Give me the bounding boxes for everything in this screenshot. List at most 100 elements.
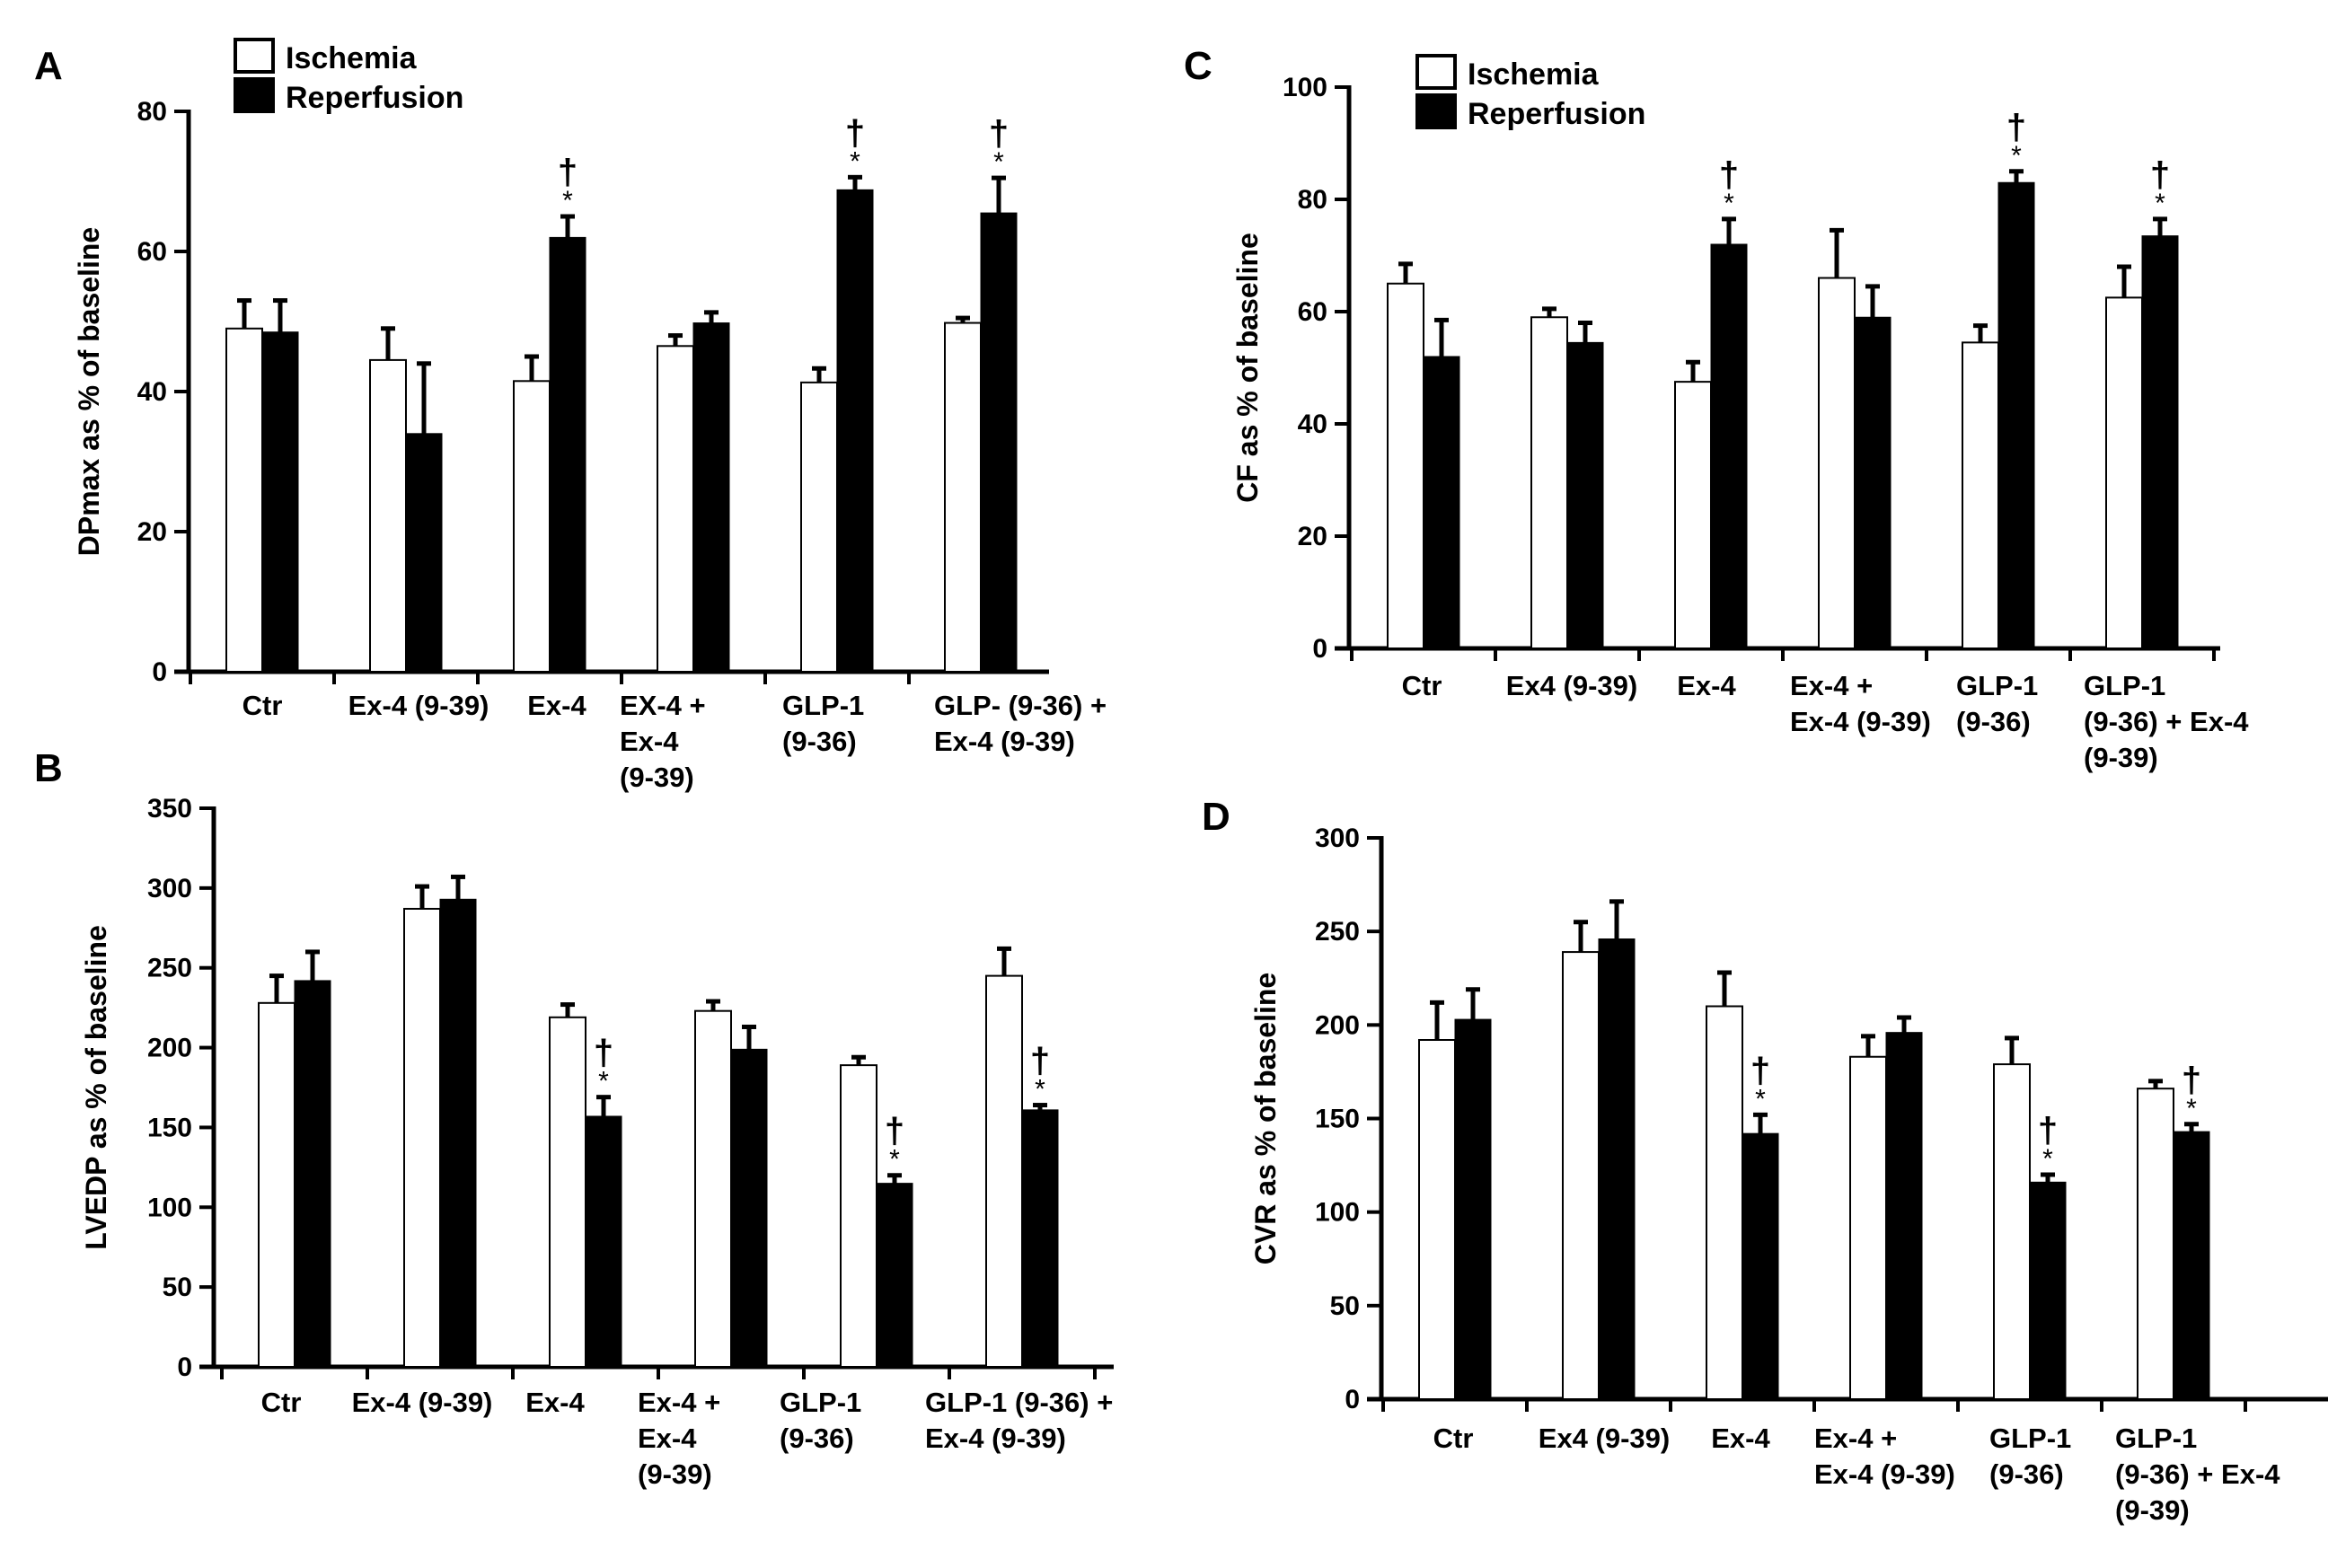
- reperfusion-bar: [1854, 316, 1892, 649]
- significance-star: *: [1035, 1075, 1045, 1105]
- ischemia-bar: [944, 322, 982, 673]
- ischemia-bar: [840, 1064, 877, 1368]
- ischemia-bar: [2137, 1088, 2174, 1400]
- panel-label: A: [34, 44, 63, 88]
- category-label: GLP-1: [2084, 670, 2165, 701]
- significance-star: *: [562, 186, 573, 216]
- y-tick-label: 100: [147, 1193, 192, 1222]
- significance-dagger: †: [1750, 1051, 1770, 1090]
- category-label: GLP- (9-36) +: [934, 690, 1107, 721]
- y-tick-label: 100: [1315, 1198, 1360, 1228]
- category-label: Ctr: [1402, 670, 1442, 701]
- reperfusion-bar: [261, 331, 299, 673]
- y-tick-label: 0: [152, 657, 167, 687]
- legend-swatch-ischemia: [1415, 54, 1457, 90]
- ischemia-bar: [1818, 277, 1856, 649]
- significance-dagger: †: [2006, 108, 2026, 147]
- y-tick-label: 0: [1312, 634, 1327, 664]
- category-label: Ex4 (9-39): [1539, 1423, 1670, 1454]
- reperfusion-bar: [692, 322, 730, 673]
- significance-dagger: †: [594, 1034, 613, 1073]
- y-tick-label: 60: [1298, 297, 1327, 327]
- ischemia-bar: [403, 907, 441, 1369]
- y-tick-label: 350: [147, 794, 192, 824]
- reperfusion-bar: [1423, 356, 1460, 649]
- panel-d: D 0 50 100 150 200 250 300 CVR as % of baseline C…: [1202, 795, 2328, 1526]
- category-label: Ctr: [1433, 1423, 1474, 1454]
- y-tick-label: 50: [1330, 1291, 1360, 1321]
- significance-dagger: †: [1030, 1042, 1050, 1081]
- ischemia-bar: [1418, 1039, 1456, 1400]
- ischemia-bar: [800, 381, 838, 673]
- legend: Ischemia Reperfusion: [1415, 54, 1645, 131]
- ischemia-bar: [1993, 1063, 2031, 1401]
- ischemia-bar: [1849, 1055, 1887, 1400]
- category-label: Ctr: [242, 690, 283, 721]
- category-label: Ex-4: [1677, 670, 1736, 701]
- ischemia-bar: [1706, 1005, 1743, 1400]
- category-label: (9-36): [1989, 1458, 2064, 1490]
- ischemia-bar: [1562, 951, 1600, 1401]
- y-tick-label: 40: [137, 377, 167, 407]
- significance-star: *: [1755, 1084, 1766, 1114]
- category-label: (9-36) + Ex-4: [2115, 1458, 2280, 1490]
- legend-label: Reperfusion: [286, 81, 463, 115]
- category-label: Ex-4: [620, 726, 679, 757]
- category-label: Ex-4 (9-39): [925, 1423, 1066, 1454]
- category-label: GLP-1: [780, 1387, 861, 1418]
- y-tick-label: 20: [137, 517, 167, 547]
- ischemia-bar: [258, 1001, 295, 1368]
- y-tick-label: 150: [147, 1113, 192, 1142]
- significance-dagger: †: [845, 113, 865, 153]
- category-label: Ex-4 (9-39): [1814, 1458, 1955, 1490]
- category-label: (9-39): [2084, 742, 2158, 773]
- y-tick-label: 0: [177, 1352, 192, 1382]
- reperfusion-bar: [549, 236, 586, 673]
- reperfusion-bar: [2173, 1131, 2210, 1400]
- reperfusion-bar: [585, 1115, 622, 1368]
- y-tick-label: 50: [163, 1273, 192, 1302]
- category-label: Ex-4: [527, 690, 586, 721]
- category-label: (9-39): [2115, 1494, 2190, 1526]
- ischemia-bar: [1674, 381, 1712, 649]
- reperfusion-bar: [1710, 243, 1748, 649]
- panel-a: A 0 20 40 60 80 DPmax as % of baseline Ctr Ex-4 …: [34, 38, 1107, 793]
- category-label: (9-36) + Ex-4: [2084, 706, 2249, 737]
- category-label: GLP-1 (9-36) +: [925, 1387, 1113, 1418]
- y-tick-label: 200: [1315, 1010, 1360, 1040]
- panel-c: C 0 20 40 60 80 100 CF as % of baseline Ctr Ex4 (…: [1184, 44, 2249, 773]
- legend-label: Ischemia: [1468, 57, 1600, 92]
- reperfusion-bar: [730, 1048, 768, 1368]
- category-label: GLP-1: [1989, 1423, 2071, 1454]
- y-tick-label: 200: [147, 1034, 192, 1063]
- category-label: Ex-4 (9-39): [352, 1387, 493, 1418]
- y-tick-label: 100: [1283, 73, 1327, 102]
- reperfusion-bar: [980, 212, 1018, 673]
- y-tick-label: 80: [137, 97, 167, 127]
- ischemia-bar: [657, 345, 694, 673]
- y-tick-label: 250: [147, 954, 192, 983]
- legend-swatch-reperfusion: [1415, 93, 1457, 129]
- reperfusion-bar: [1885, 1032, 1923, 1400]
- significance-star: *: [2011, 141, 2022, 171]
- reperfusion-bar: [1566, 341, 1604, 649]
- reperfusion-bar: [2029, 1181, 2067, 1400]
- y-axis-label: CF as % of baseline: [1231, 233, 1264, 503]
- legend-label: Reperfusion: [1468, 97, 1645, 131]
- y-tick-label: 80: [1298, 185, 1327, 215]
- y-tick-label: 20: [1298, 522, 1327, 551]
- significance-star: *: [1724, 189, 1734, 218]
- legend-swatch-ischemia: [234, 38, 275, 74]
- ischemia-bar: [694, 1009, 732, 1368]
- y-tick-label: 300: [147, 874, 192, 903]
- y-tick-label: 0: [1345, 1385, 1360, 1414]
- category-label: (9-39): [638, 1458, 712, 1490]
- category-label: GLP-1: [782, 690, 864, 721]
- significance-dagger: †: [2038, 1111, 2058, 1150]
- ischemia-bar: [549, 1016, 586, 1368]
- category-label: Ex-4 +: [1790, 670, 1873, 701]
- panel-b: B 0 50 100 150 200 250 300 350 LVEDP as % of base…: [34, 746, 1114, 1490]
- significance-star: *: [2042, 1144, 2053, 1174]
- category-label: Ex4 (9-39): [1506, 670, 1637, 701]
